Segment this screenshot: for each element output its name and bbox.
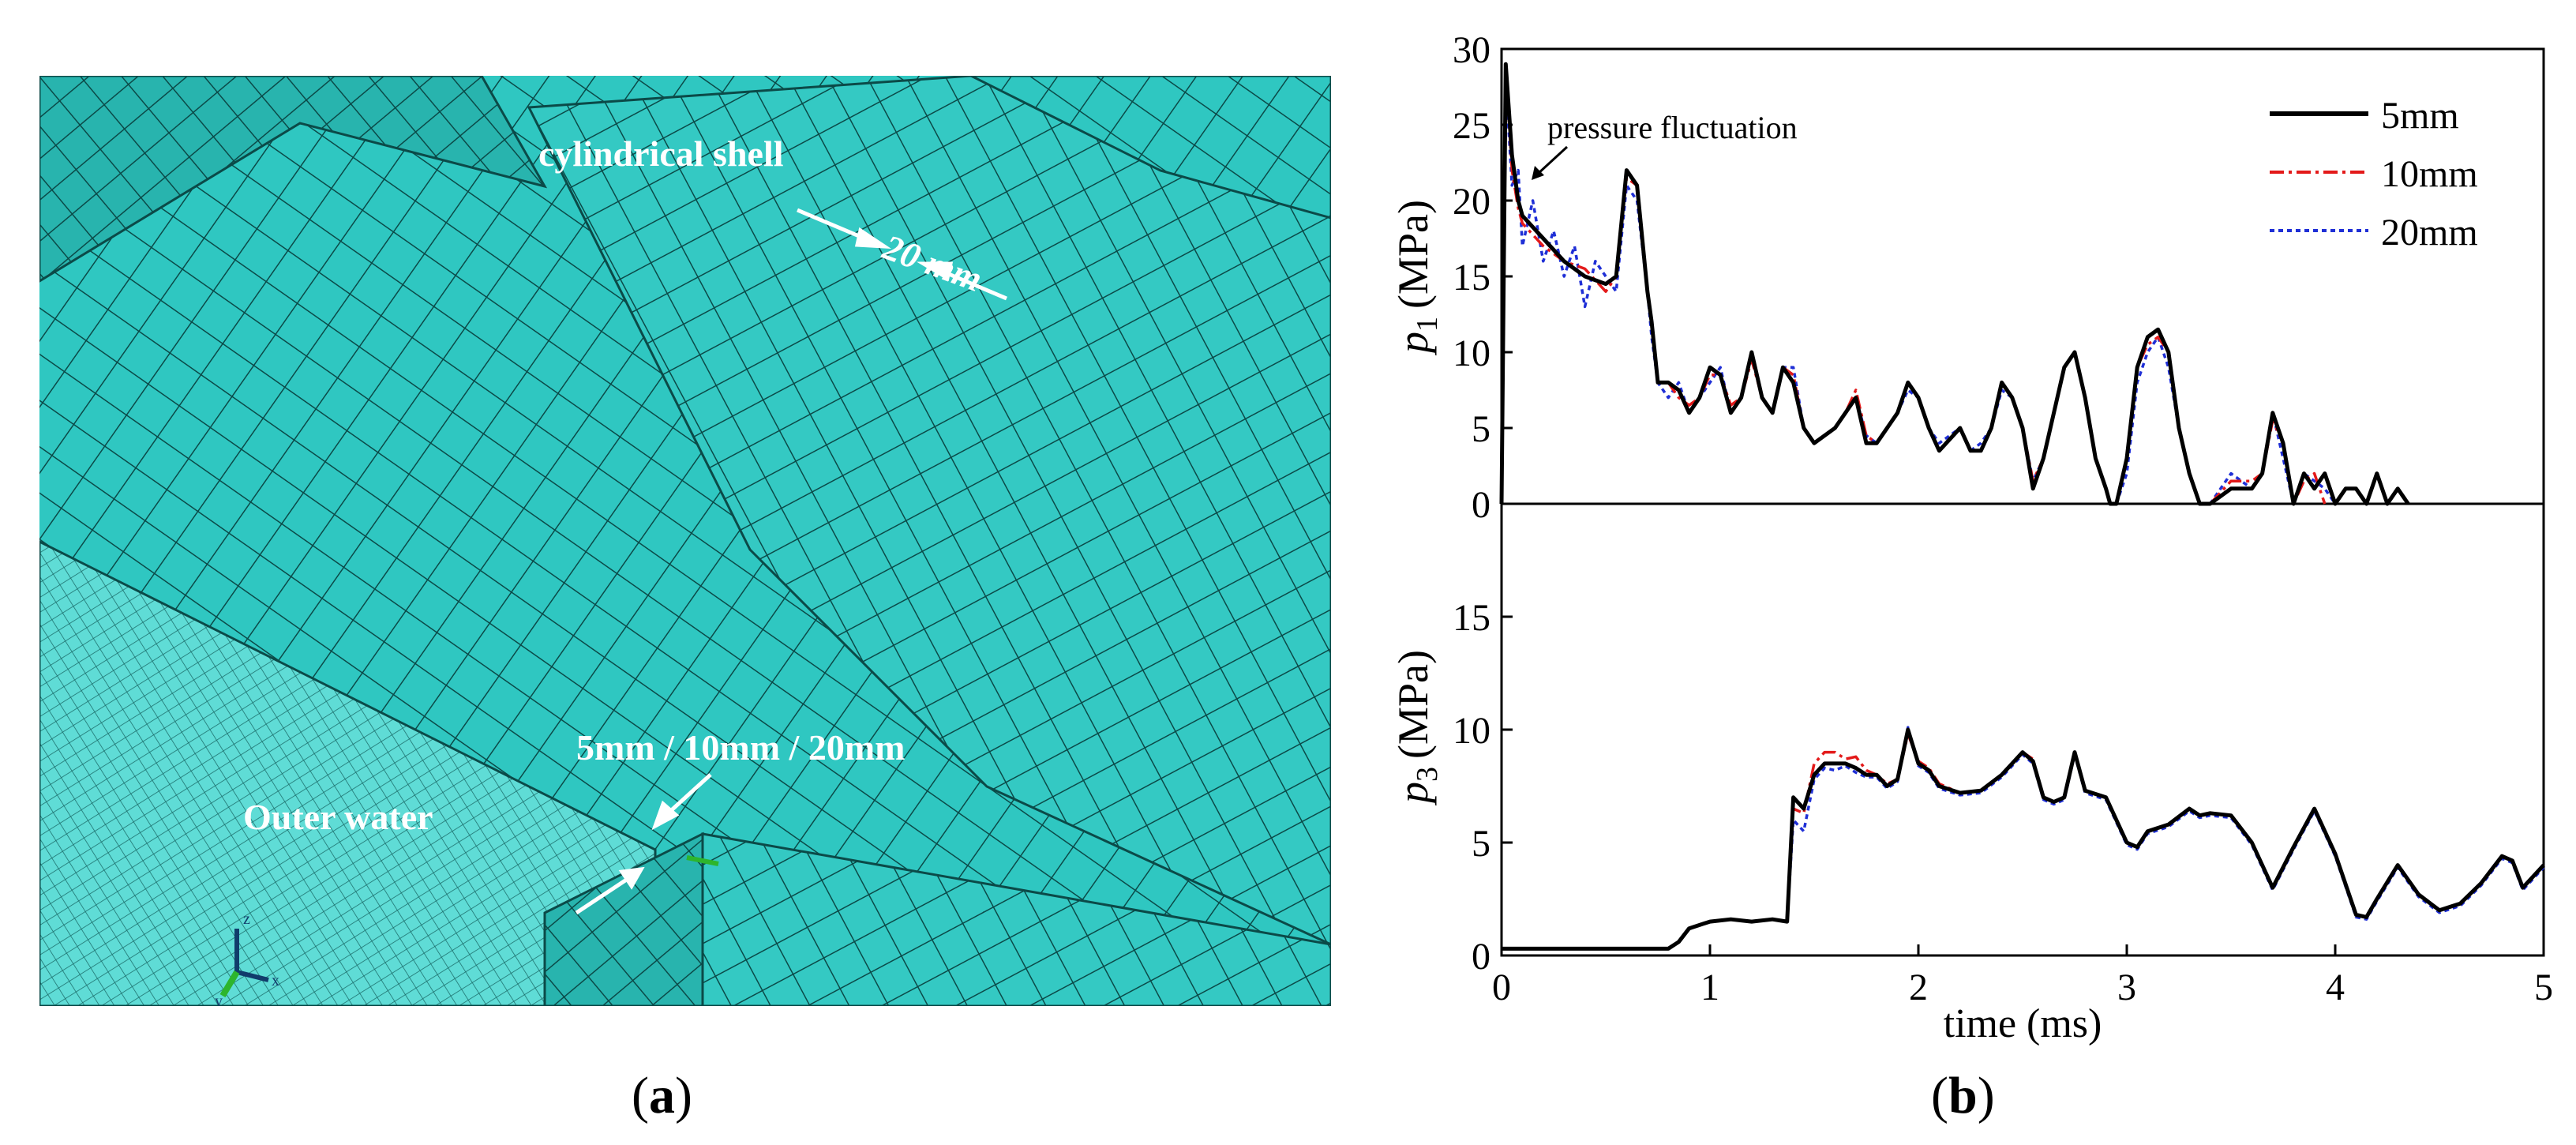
arrow-water-upper (651, 773, 712, 831)
y-tick-label-p3-0: 0 (1472, 936, 1490, 978)
series-p3-5mm (1502, 727, 2545, 951)
svg-text:z: z (243, 910, 250, 928)
mesh-shell-face (527, 76, 1331, 946)
label-cylindrical-shell: cylindrical shell (538, 133, 784, 174)
caption-a: (a) (632, 1067, 692, 1124)
annotation-arrow (1532, 145, 1569, 180)
caption-b: (b) (1931, 1067, 1995, 1124)
legend-label-20mm: 20mm (2381, 212, 2478, 253)
svg-text:y: y (215, 993, 223, 1006)
y-label-bottom: p3 (MPa) (1389, 650, 1444, 806)
y-tick-label-p1-6: 30 (1453, 29, 1490, 71)
legend: 5mm 10mm 20mm (2270, 95, 2478, 253)
series-p3-10mm (1502, 732, 2545, 951)
arrow-shell-right (916, 261, 1007, 301)
axis-triad-icon: z x y (215, 910, 279, 1006)
plot-frame-bottom (1500, 502, 2545, 957)
y-tick-label-p1-3: 15 (1453, 257, 1490, 298)
arrow-shell-left (797, 208, 892, 250)
x-tick-label-2: 2 (1909, 967, 1928, 1008)
x-tick-label-5: 5 (2534, 967, 2553, 1008)
y-tick-label-p3-3: 15 (1453, 597, 1490, 639)
series-bottom (1502, 726, 2545, 951)
mesh-lower-block (543, 832, 704, 1006)
caption-a-letter: a (648, 1067, 675, 1124)
y-label-top-subscript: 1 (1411, 317, 1444, 332)
x-tick-label-1: 1 (1700, 967, 1719, 1008)
y-tick-label-p1-1: 5 (1472, 408, 1490, 450)
series-top (1499, 62, 2410, 506)
label-water-sizes: 5mm / 10mm / 20mm (576, 727, 906, 768)
mesh-outer-water (39, 540, 657, 1006)
caption-b-letter: b (1948, 1067, 1978, 1124)
y-label-top: p1 (MPa) (1389, 200, 1444, 356)
y-label-top-symbol: p (1389, 332, 1437, 356)
mesh-node-marker-icon (686, 855, 719, 866)
y-tick-label-p1-0: 0 (1472, 484, 1490, 526)
x-tick-label-3: 3 (2117, 967, 2136, 1008)
mesh-image: z x y (39, 76, 1331, 1006)
mesh-upper-right-blocks (970, 76, 1331, 220)
svg-text:x: x (272, 972, 279, 989)
x-ticks-bottom: 0 1 2 3 4 5 (1492, 944, 2553, 1008)
mesh-lower-right-face (701, 832, 1331, 1006)
x-tick-label-4: 4 (2326, 967, 2345, 1008)
label-outer-water: Outer water (243, 797, 433, 837)
x-label: time (ms) (1944, 1001, 2102, 1046)
y-tick-label-p1-4: 20 (1453, 181, 1490, 223)
mesh-panel: z x y cylindrical shell 20 mm 5mm / 10mm… (39, 76, 1331, 1006)
y-ticks-bottom: 0 5 10 15 (1453, 597, 1513, 978)
arrow-water-lower (575, 866, 645, 915)
y-label-bottom-subscript: 3 (1411, 767, 1444, 782)
y-tick-label-p3-2: 10 (1453, 710, 1490, 752)
annotation-text: pressure fluctuation (1547, 110, 1798, 145)
x-tick-label-0: 0 (1492, 967, 1511, 1008)
y-label-bottom-unit: (MPa) (1389, 650, 1437, 759)
y-tick-label-p1-2: 10 (1453, 332, 1490, 374)
series-p3-20mm (1502, 726, 2545, 951)
legend-label-10mm: 10mm (2381, 153, 2478, 195)
mesh-upper-left-face (39, 76, 548, 283)
series-p1-5mm (1499, 62, 2410, 506)
y-tick-label-p3-1: 5 (1472, 823, 1490, 865)
y-label-top-unit: (MPa) (1389, 200, 1437, 309)
y-tick-label-p1-5: 25 (1453, 105, 1490, 147)
y-label-bottom-symbol: p (1389, 782, 1437, 806)
legend-label-5mm: 5mm (2381, 95, 2459, 137)
